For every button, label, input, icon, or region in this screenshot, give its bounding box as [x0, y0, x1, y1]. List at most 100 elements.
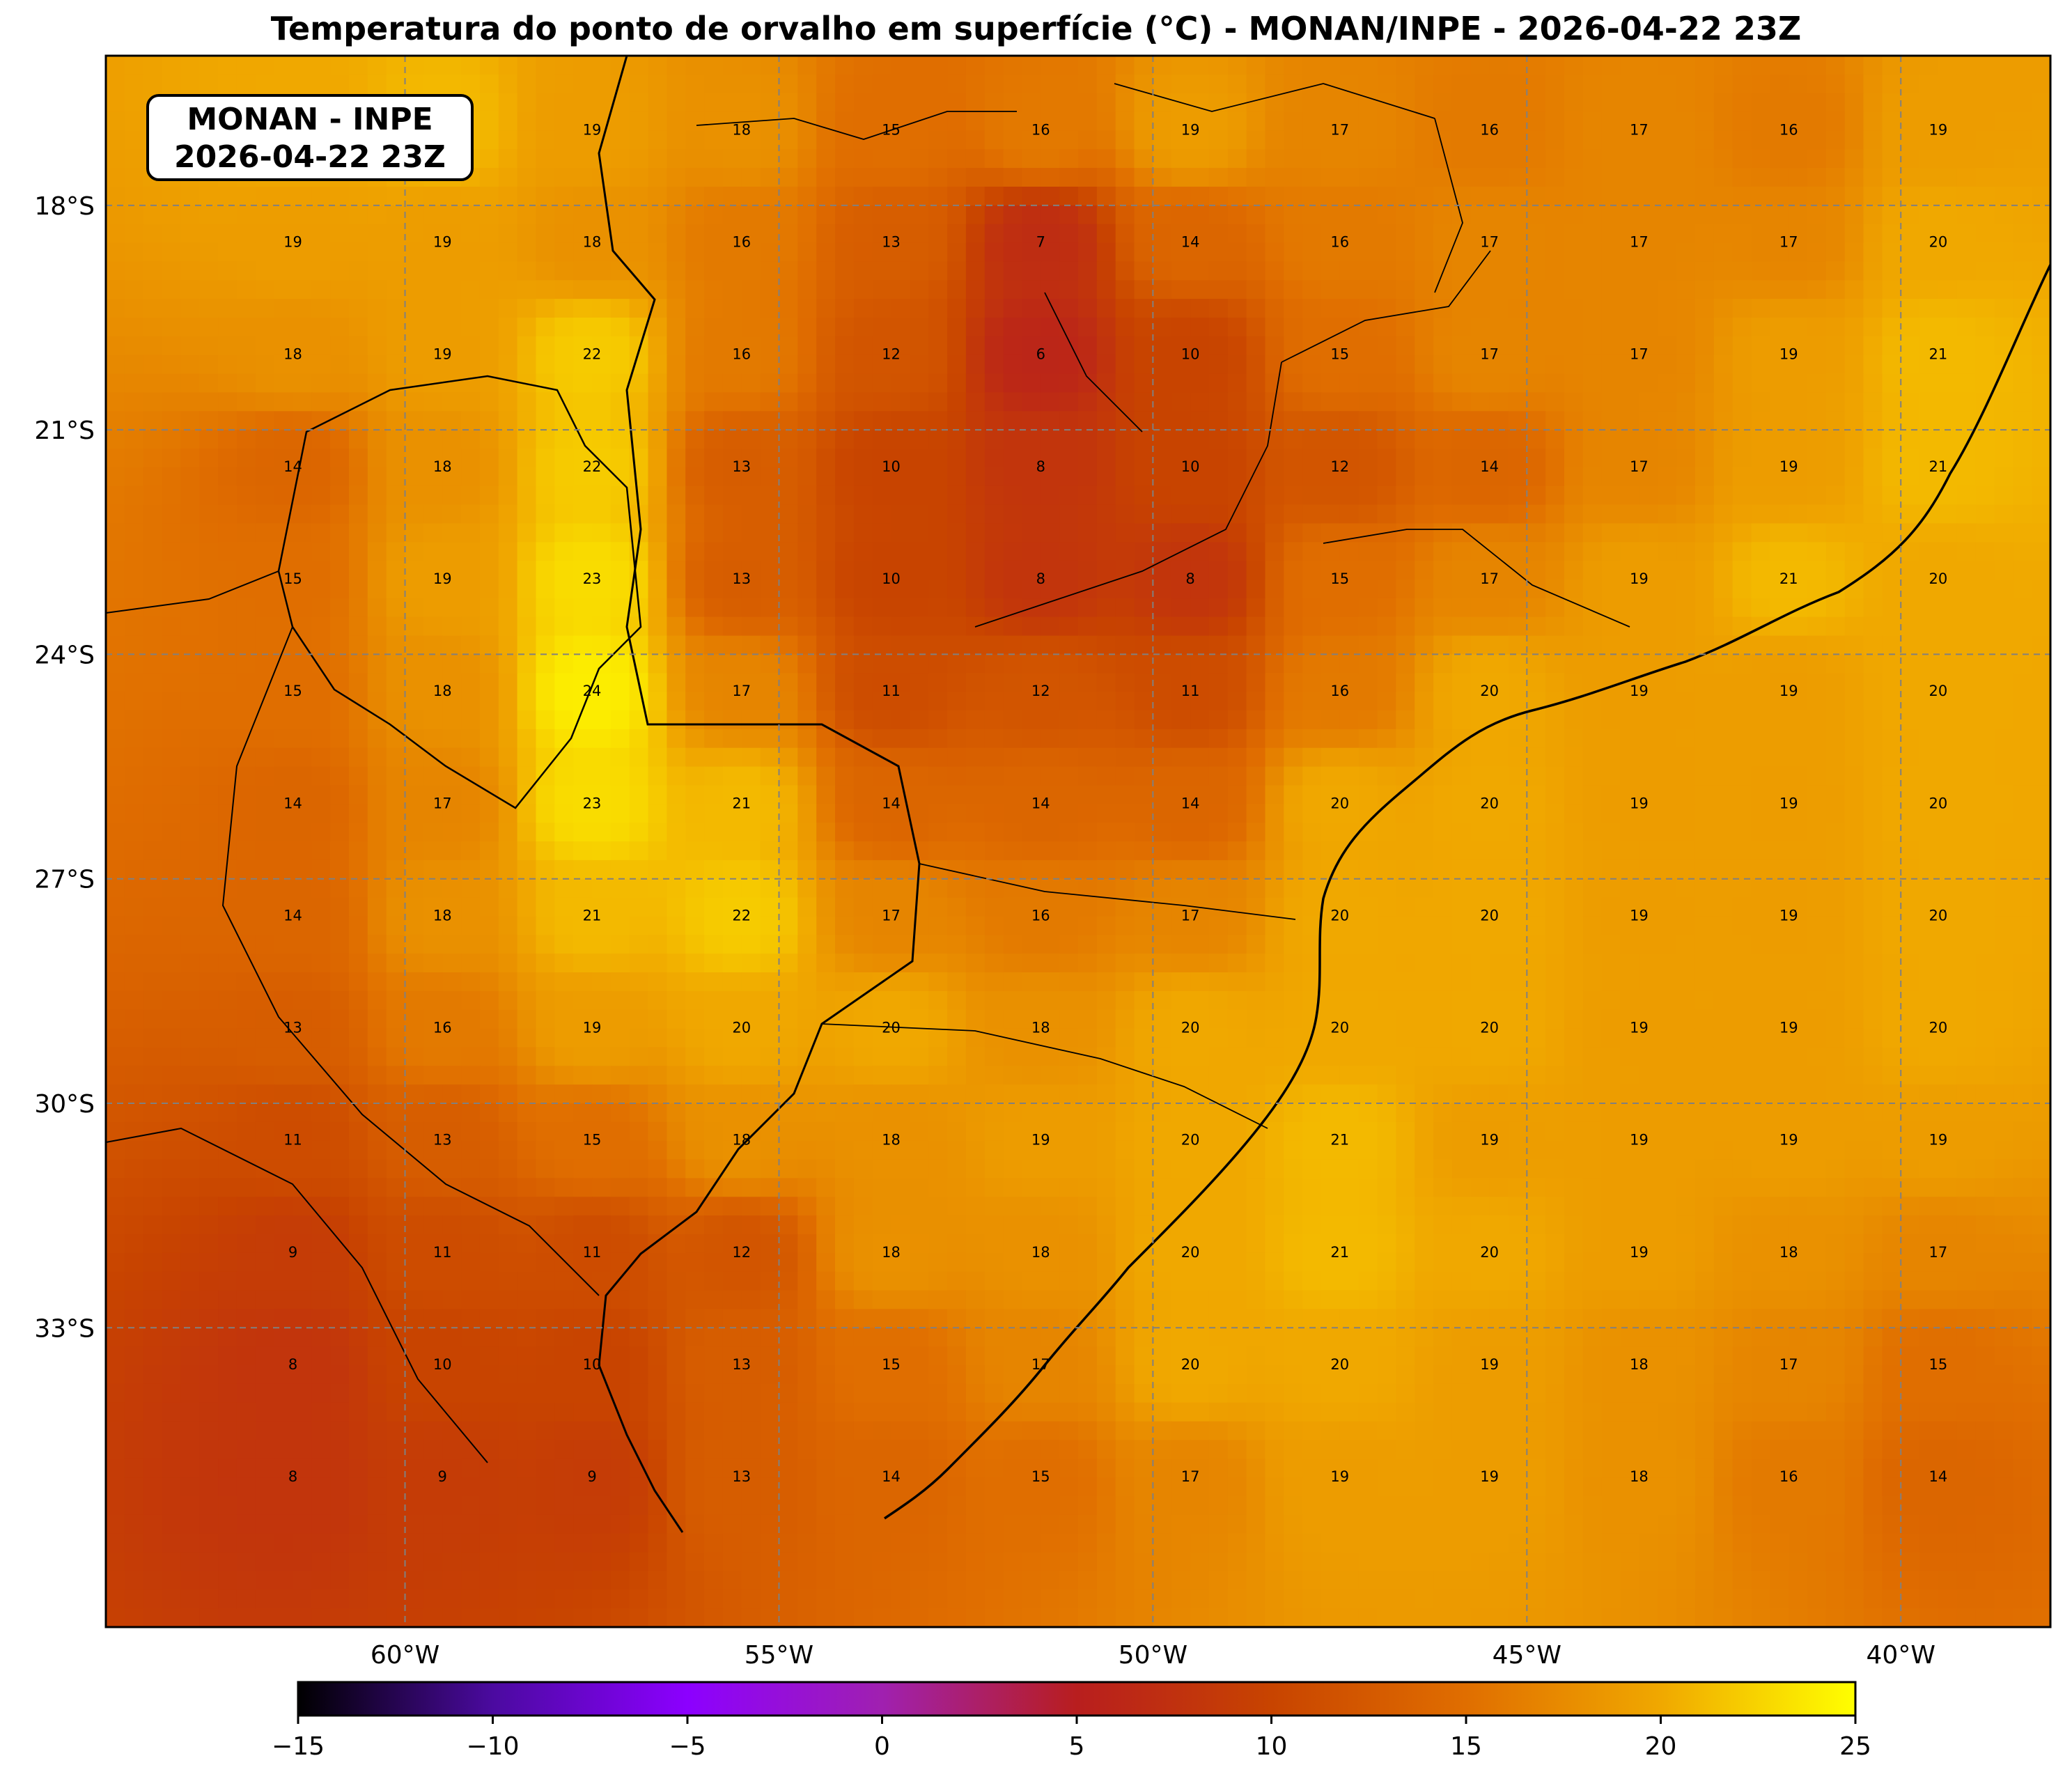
field-cell [1470, 449, 1490, 468]
field-cell [1601, 598, 1621, 618]
field-cell [685, 654, 705, 674]
field-cell [461, 224, 481, 244]
field-cell [1321, 224, 1341, 244]
field-cell [835, 897, 855, 917]
field-cell [1956, 355, 1977, 375]
field-cell [479, 430, 499, 449]
field-cell [779, 336, 799, 356]
field-cell [1620, 523, 1640, 543]
field-cell [1994, 224, 2014, 244]
field-cell [1601, 561, 1621, 580]
field-cell [1003, 785, 1023, 805]
field-cell [1153, 935, 1172, 954]
field-cell [1059, 224, 1079, 244]
field-cell [124, 692, 144, 711]
field-cell [498, 710, 518, 730]
field-cell [349, 654, 368, 674]
field-cell [779, 93, 799, 113]
field-cell [386, 580, 406, 599]
field-cell [1639, 635, 1658, 655]
field-cell [1302, 336, 1322, 356]
field-cell [1751, 205, 1771, 225]
field-cell [1676, 504, 1696, 524]
field-cell [1078, 804, 1098, 823]
field-cell [1059, 187, 1079, 206]
field-cell [592, 242, 612, 263]
field-cell [1527, 299, 1546, 318]
field-cell [891, 224, 911, 244]
field-cell [779, 523, 799, 543]
field-cell [1564, 205, 1584, 225]
field-cell [1527, 616, 1546, 637]
field-cell [1582, 785, 1603, 805]
field-cell [1246, 523, 1266, 543]
field-cell [1564, 299, 1584, 318]
field-cell [1470, 242, 1490, 263]
field-cell [1489, 280, 1509, 300]
field-cell [872, 299, 892, 318]
field-cell [891, 467, 911, 487]
field-cell [349, 187, 368, 206]
field-cell [1059, 785, 1079, 805]
field-cell [442, 523, 462, 543]
field-cell [236, 673, 256, 692]
field-cell [1078, 823, 1098, 842]
field-cell [1882, 485, 1901, 506]
field-cell [1396, 747, 1415, 768]
field-cell [517, 542, 537, 561]
field-cell [536, 168, 556, 187]
field-cell [1620, 561, 1640, 580]
field-cell [236, 205, 256, 225]
field-cell [891, 111, 911, 132]
field-cell [1564, 654, 1584, 674]
field-cell [1620, 860, 1640, 880]
field-cell [479, 766, 499, 786]
field-cell [1751, 299, 1771, 318]
field-cell [2032, 392, 2050, 412]
field-cell [1339, 93, 1360, 113]
field-cell [1059, 430, 1079, 449]
field-cell [106, 654, 125, 674]
field-cell [236, 598, 256, 618]
field-cell [479, 411, 499, 430]
field-cell [311, 561, 331, 580]
field-cell [685, 580, 705, 599]
field-cell [2013, 935, 2032, 954]
field-cell [1601, 56, 1621, 75]
field-cell [1489, 168, 1509, 187]
field-cell [1358, 692, 1378, 711]
field-cell [1601, 729, 1621, 749]
field-cell [1825, 93, 1846, 113]
field-cell [1284, 130, 1303, 150]
field-cell [1825, 504, 1846, 524]
field-cell [349, 467, 368, 487]
field-cell [610, 224, 630, 244]
field-cell [965, 916, 986, 936]
field-cell [1433, 93, 1453, 113]
field-cell [367, 561, 387, 580]
field-cell [106, 616, 125, 637]
field-cell [517, 616, 537, 637]
field-cell [199, 823, 219, 842]
field-cell [910, 318, 929, 337]
field-cell [1171, 168, 1191, 187]
field-cell [1676, 205, 1696, 225]
field-cell [1377, 804, 1397, 823]
field-cell [1789, 242, 1808, 263]
field-cell [1901, 111, 1920, 132]
field-cell [1190, 149, 1210, 169]
field-cell [349, 878, 368, 899]
field-cell [1022, 561, 1042, 580]
field-cell [816, 747, 836, 768]
field-cell [1882, 449, 1901, 468]
field-cell [1096, 654, 1116, 674]
field-cell [1115, 523, 1135, 543]
field-cell [947, 785, 967, 805]
field-cell [629, 111, 649, 132]
field-cell [947, 411, 967, 430]
field-cell [1377, 355, 1397, 375]
field-cell [349, 242, 368, 263]
field-cell [479, 242, 499, 263]
field-cell [722, 130, 742, 150]
field-cell [1901, 860, 1920, 880]
